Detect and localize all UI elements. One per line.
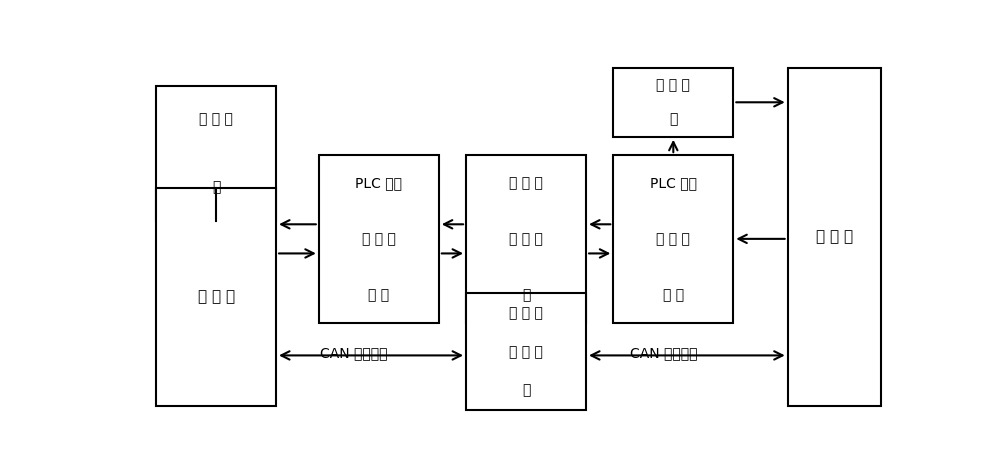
Bar bbox=[319, 155, 439, 323]
Text: 无 线 通: 无 线 通 bbox=[509, 306, 543, 320]
Text: 操 作 台: 操 作 台 bbox=[198, 289, 235, 305]
Bar bbox=[613, 68, 733, 137]
Text: 块 二: 块 二 bbox=[663, 288, 684, 302]
Text: 一: 一 bbox=[522, 288, 530, 302]
Bar bbox=[156, 188, 276, 406]
Text: PLC 数据: PLC 数据 bbox=[650, 176, 697, 190]
Bar bbox=[466, 293, 586, 410]
Text: 电 源 模: 电 源 模 bbox=[199, 113, 233, 127]
Bar bbox=[788, 68, 881, 406]
Text: 块 一: 块 一 bbox=[368, 288, 389, 302]
Text: 块: 块 bbox=[212, 180, 220, 194]
Bar bbox=[156, 86, 276, 220]
Bar bbox=[466, 155, 586, 323]
Text: CAN 总线数据: CAN 总线数据 bbox=[630, 347, 697, 360]
Text: 操 作 台: 操 作 台 bbox=[816, 229, 853, 245]
Text: 驱 动 模: 驱 动 模 bbox=[656, 78, 690, 92]
Text: PLC 数据: PLC 数据 bbox=[355, 176, 402, 190]
Text: 采 集 模: 采 集 模 bbox=[656, 232, 690, 246]
Text: 讯 模 块: 讯 模 块 bbox=[509, 345, 543, 359]
Text: 二: 二 bbox=[522, 384, 530, 398]
Text: 讯 模 块: 讯 模 块 bbox=[509, 232, 543, 246]
Text: 无 线 通: 无 线 通 bbox=[509, 176, 543, 190]
Text: 块: 块 bbox=[669, 113, 678, 127]
Text: CAN 总线数据: CAN 总线数据 bbox=[320, 347, 387, 360]
Text: 采 集 模: 采 集 模 bbox=[362, 232, 396, 246]
Bar bbox=[613, 155, 733, 323]
